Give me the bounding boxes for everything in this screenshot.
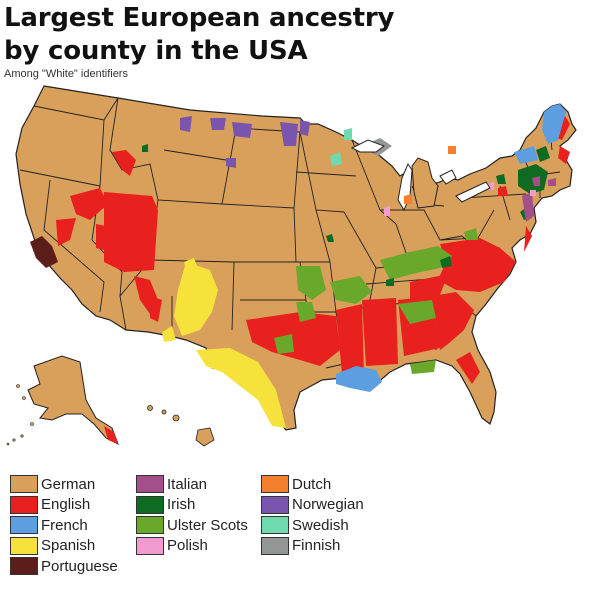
legend-item-swedish: Swedish [261, 515, 349, 535]
legend-swatch [261, 536, 289, 555]
hawaii [147, 405, 215, 447]
legend-item-irish: Irish [136, 495, 195, 515]
legend-label: Portuguese [41, 557, 118, 575]
legend-label: Polish [167, 537, 208, 554]
norwegian-region [180, 116, 310, 168]
legend-item-spanish: Spanish [10, 536, 95, 556]
legend-swatch [136, 516, 164, 534]
legend-swatch [136, 475, 164, 493]
map-subtitle: Among "White" identifiers [4, 68, 128, 80]
legend-swatch [10, 536, 38, 555]
legend-label: Dutch [292, 475, 332, 493]
legend-item-dutch: Dutch [261, 474, 331, 494]
map-title: Largest European ancestry by county in t… [4, 2, 394, 68]
legend-item-polish: Polish [136, 536, 208, 556]
swedish-region [330, 128, 352, 166]
legend-item-finnish: Finnish [261, 536, 340, 556]
michigan-lower-peninsula [411, 157, 439, 209]
alaska [27, 355, 119, 446]
legend-swatch [10, 475, 38, 493]
legend-swatch [10, 516, 38, 534]
legend-item-english: English [10, 495, 90, 515]
title-line-2: by county in the USA [4, 36, 308, 66]
legend: German English French Spanish Portuguese… [10, 474, 585, 584]
french-region [336, 104, 566, 392]
legend-swatch [10, 557, 38, 575]
legend-swatch [261, 475, 289, 493]
ulster-scots-region [274, 228, 478, 374]
legend-item-portuguese: Portuguese [10, 556, 118, 576]
legend-label: French [41, 516, 88, 534]
legend-label: English [41, 496, 91, 513]
legend-item-ulster-scots: Ulster Scots [136, 515, 248, 535]
great-lakes [350, 139, 491, 203]
legend-swatch [136, 536, 164, 555]
legend-item-french: French [10, 515, 88, 535]
legend-item-italian: Italian [136, 474, 207, 494]
legend-swatch [10, 495, 38, 514]
legend-item-norwegian: Norwegian [261, 495, 364, 515]
legend-label: Finnish [292, 537, 341, 554]
legend-label: Swedish [292, 516, 349, 534]
english-region-west [56, 150, 162, 322]
aleutian-islands [6, 384, 34, 446]
legend-label: Norwegian [292, 496, 364, 513]
legend-swatch [261, 516, 289, 534]
alaska-english-area [104, 426, 118, 444]
dutch-region [404, 146, 456, 204]
legend-label: Ulster Scots [167, 516, 248, 534]
legend-swatch [136, 495, 164, 514]
spanish-region [162, 258, 286, 428]
legend-item-german: German [10, 474, 95, 494]
english-region-south [246, 108, 570, 384]
italian-region [522, 176, 556, 222]
usa-county-ancestry-map [6, 85, 577, 447]
legend-label: Irish [167, 496, 196, 513]
portuguese-region [30, 236, 58, 268]
legend-label: Spanish [41, 537, 96, 554]
legend-swatch [261, 495, 289, 514]
legend-label: German [41, 475, 96, 493]
title-line-1: Largest European ancestry [4, 3, 395, 33]
legend-label: Italian [167, 475, 208, 493]
